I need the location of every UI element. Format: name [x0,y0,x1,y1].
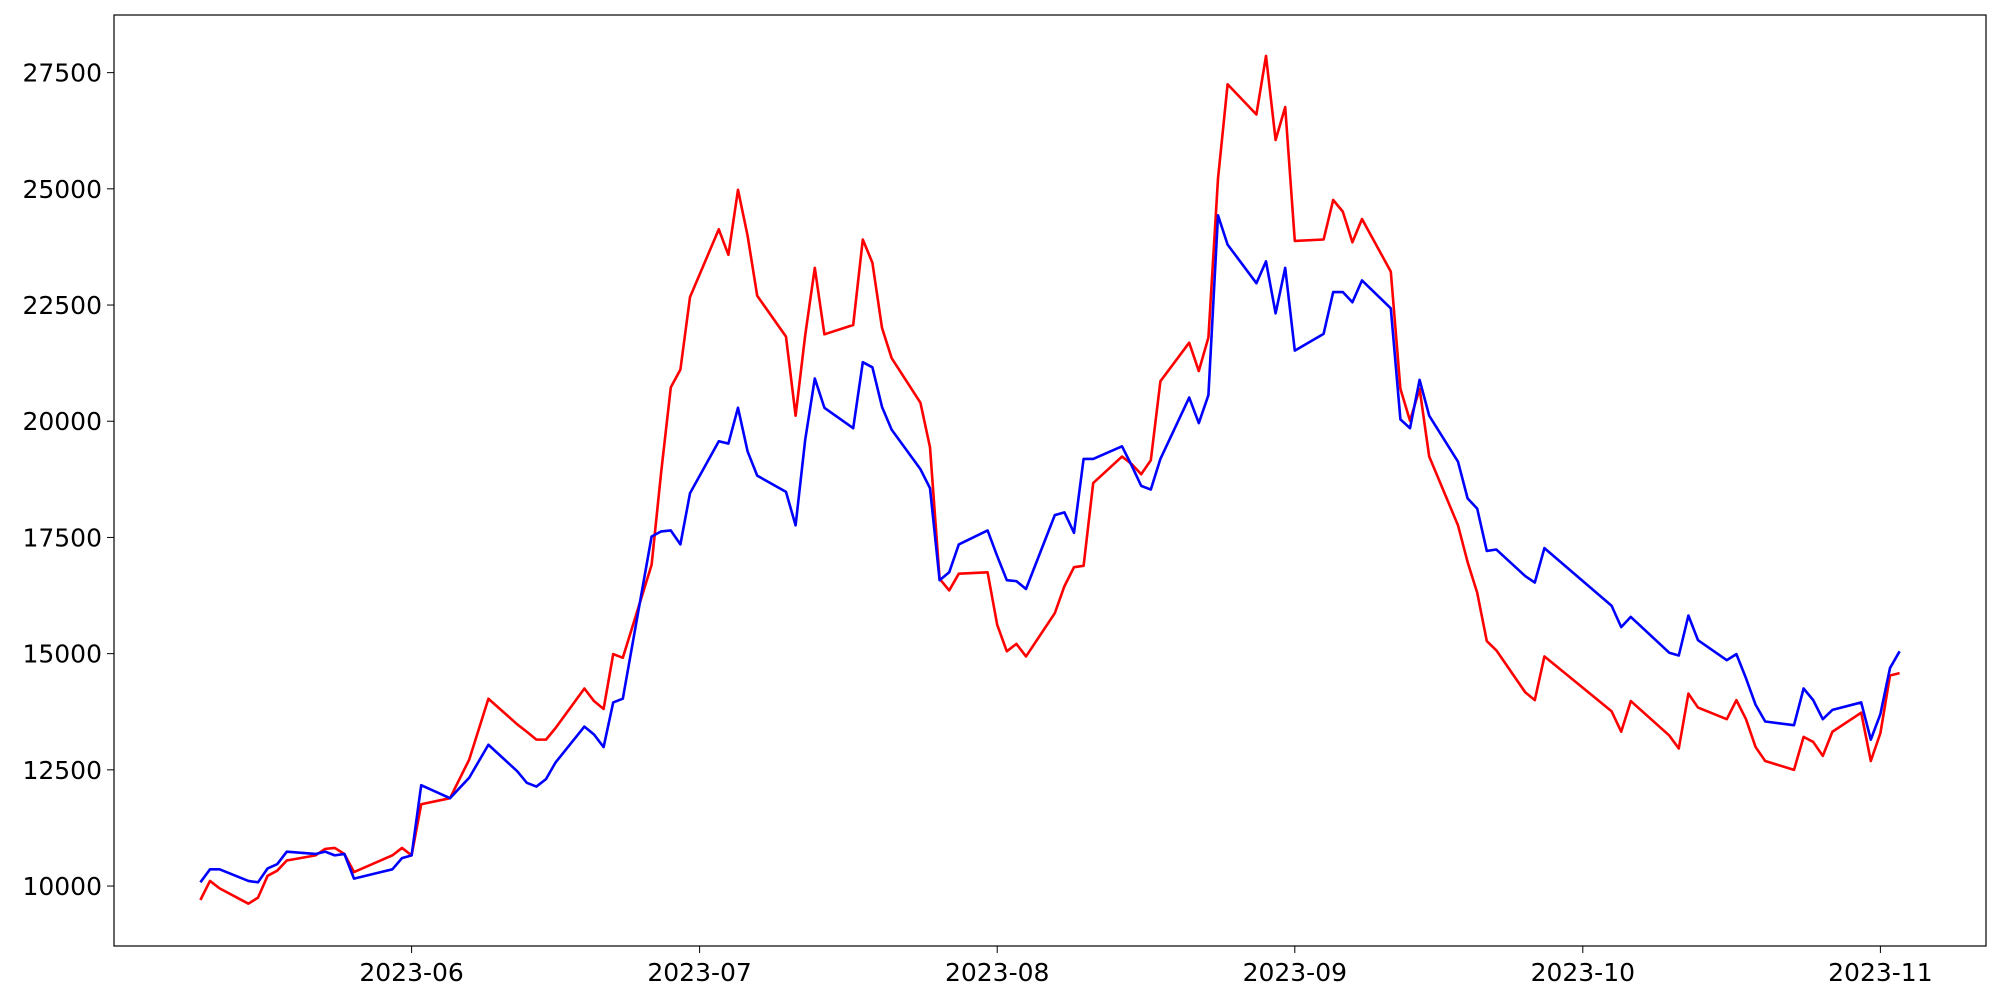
y-tick-label: 20000 [22,407,102,436]
x-tick-label: 2023-09 [1243,958,1347,987]
y-tick-label: 17500 [22,523,102,552]
y-tick-label: 12500 [22,756,102,785]
x-tick-label: 2023-07 [647,958,751,987]
x-tick-label: 2023-10 [1531,958,1635,987]
y-tick-label: 10000 [22,872,102,901]
x-tick-label: 2023-11 [1828,958,1932,987]
plot-frame [113,14,1987,947]
series-line [199,54,1900,905]
x-tick-label: 2023-08 [945,958,1049,987]
y-tick-label: 27500 [22,59,102,88]
y-tick-label: 15000 [22,640,102,669]
series-line [199,214,1901,884]
x-tick-label: 2023-06 [359,958,463,987]
y-tick-label: 22500 [22,291,102,320]
y-tick-label: 25000 [22,175,102,204]
